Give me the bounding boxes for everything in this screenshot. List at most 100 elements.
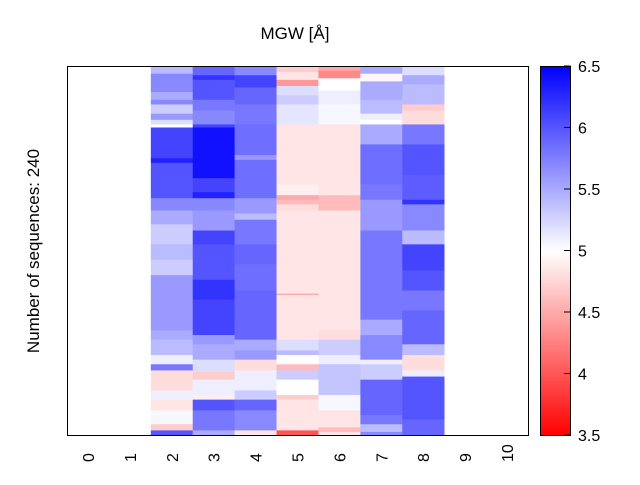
heatmap-cell-col5	[276, 350, 319, 356]
heatmap-cell-col3	[192, 399, 235, 411]
heatmap-cell-col4	[234, 219, 277, 245]
heatmap-cell-col7	[360, 230, 403, 245]
heatmap-cell-col2	[150, 430, 194, 436]
heatmap-cell-col6	[318, 90, 361, 105]
heatmap-cell-col6	[318, 78, 361, 91]
y-axis-label: Number of sequences: 240	[24, 149, 43, 353]
heatmap-cell-col8	[402, 355, 445, 371]
heatmap-cell-col2	[150, 390, 194, 400]
x-tick-label: 4	[249, 453, 266, 462]
heatmap-cell-col3	[192, 159, 235, 179]
heatmap-cell-col3	[192, 359, 235, 373]
heatmap-cell-col6	[318, 210, 361, 331]
heatmap-cell-col2	[150, 113, 194, 121]
heatmap-cell-col3	[192, 210, 235, 231]
heatmap-cell-col2	[150, 339, 194, 356]
heatmap-cell-col5	[276, 339, 319, 351]
heatmap-cell-col7	[360, 124, 403, 145]
x-tick-label: 5	[291, 453, 308, 462]
heatmap-cell-col7	[360, 319, 403, 336]
heatmap-cell-col8	[402, 204, 445, 231]
x-tick-label: 1	[123, 453, 140, 462]
heatmap-cell-col7	[360, 199, 403, 231]
heatmap-cell-col2	[150, 158, 194, 164]
heatmap-cell-col3	[192, 335, 235, 345]
heatmap-cell-col5	[276, 104, 319, 125]
heatmap-cell-col4	[234, 290, 277, 340]
heatmap-cell-col7	[360, 244, 403, 320]
heatmap-cell-col6	[318, 427, 361, 433]
heatmap-cell-col8	[402, 84, 445, 105]
heatmap-cell-col8	[402, 124, 445, 145]
heatmap-cell-col4	[234, 359, 277, 371]
heatmap-cell-col8	[402, 270, 445, 291]
heatmap-cell-col5	[276, 195, 319, 201]
heatmap-cell-col2	[150, 198, 194, 211]
heatmap-cell-col5	[276, 355, 319, 365]
x-tick-label: 6	[332, 453, 349, 462]
x-tick-label: 3	[207, 453, 224, 462]
colorbar-tick-label: 6	[578, 121, 587, 138]
heatmap-cell-col6	[318, 364, 361, 396]
heatmap-cell-col3	[192, 124, 235, 128]
heatmap-cell-col6	[318, 410, 361, 428]
heatmap-cell-col3	[192, 110, 235, 125]
colorbar-tick-label: 3.5	[578, 428, 600, 445]
heatmap-cell-col5	[276, 199, 319, 205]
heatmap-cell-col4	[234, 213, 277, 221]
x-tick-label: 0	[81, 453, 98, 462]
heatmap-cell-col6	[318, 355, 361, 365]
heatmap-cells	[150, 66, 445, 436]
colorbar-tick-label: 4.5	[578, 305, 600, 322]
heatmap-cell-col4	[234, 124, 277, 156]
plot-frame	[67, 66, 529, 436]
heatmap-cell-col2	[150, 244, 194, 261]
colorbar-tick-label: 4	[578, 367, 587, 384]
heatmap-cell-col3	[192, 395, 235, 400]
heatmap-cell-col8	[402, 376, 445, 420]
heatmap-cell-col3	[192, 75, 235, 81]
heatmap-cell-col2	[150, 104, 194, 114]
heatmap-cell-col5	[276, 66, 319, 73]
heatmap-cell-col6	[318, 124, 361, 196]
heatmap-cell-col7	[360, 73, 403, 82]
heatmap-cell-col4	[234, 159, 277, 199]
heatmap-cell-col2	[150, 364, 194, 371]
heatmap-cell-col6	[318, 195, 361, 211]
heatmap-cell-col5	[276, 430, 319, 436]
heatmap-cell-col3	[192, 178, 235, 193]
heatmap-cell-col7	[360, 99, 403, 114]
heatmap-cell-col2	[150, 370, 194, 391]
heatmap-cell-col4	[234, 430, 277, 436]
heatmap-cell-col6	[318, 66, 361, 71]
heatmap-cell-col8	[402, 310, 445, 345]
heatmap-cell-col3	[192, 127, 235, 161]
x-tick-label: 8	[416, 453, 433, 462]
heatmap-cell-col5	[276, 364, 319, 371]
heatmap-cell-col7	[360, 184, 403, 201]
heatmap-cell-col3	[192, 430, 235, 436]
heatmap-cell-col5	[276, 72, 319, 81]
x-tick-label: 9	[458, 453, 475, 462]
heatmap-cell-col8	[402, 144, 445, 176]
heatmap-cell-col2	[150, 162, 194, 199]
heatmap-cell-col5	[276, 79, 319, 87]
heatmap-cell-col6	[318, 395, 361, 411]
heatmap-cell-col5	[276, 293, 319, 296]
heatmap-cell-col4	[234, 399, 277, 411]
heatmap-cell-col3	[192, 344, 235, 360]
heatmap-cell-col7	[360, 379, 403, 416]
heatmap-cell-col2	[150, 127, 194, 159]
heatmap-cell-col2	[150, 259, 194, 276]
heatmap-cell-col4	[234, 410, 277, 431]
heatmap-cell-col4	[234, 244, 277, 265]
heatmap-cell-col5	[276, 399, 319, 431]
heatmap-cell-col6	[318, 431, 361, 436]
heatmap-cell-col2	[150, 99, 194, 105]
heatmap-cell-col4	[234, 390, 277, 400]
heatmap-cell-col4	[234, 104, 277, 125]
heatmap-cell-col8	[402, 66, 445, 76]
heatmap-cell-col8	[402, 110, 445, 125]
heatmap-cell-col5	[276, 124, 319, 185]
